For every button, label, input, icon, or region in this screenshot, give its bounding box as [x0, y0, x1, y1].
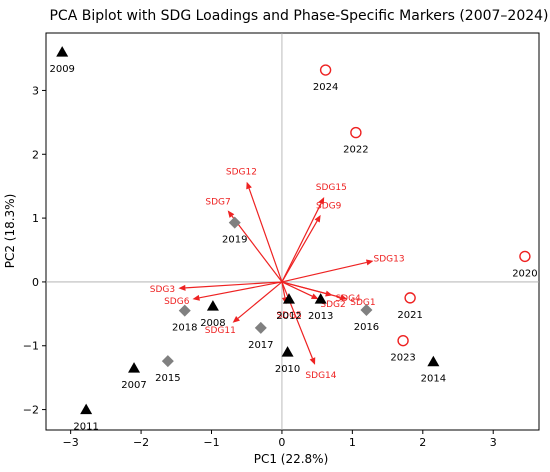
point-label-2020: 2020: [512, 268, 537, 279]
loading-arrow-sdg14: [281, 281, 314, 359]
arrowhead-sdg12: [246, 181, 252, 190]
loading-arrow-sdg11: [237, 281, 283, 319]
x-tick-label: −1: [203, 436, 219, 449]
arrowhead-sdg15: [318, 197, 325, 205]
loading-label-sdg4: SDG4: [335, 294, 361, 304]
loading-label-sdg11: SDG11: [205, 326, 236, 336]
arrowhead-sdg6: [192, 294, 200, 301]
point-2009: [56, 46, 69, 57]
point-label-2012: 2012: [276, 311, 301, 322]
x-axis-title: PC1 (22.8%): [254, 452, 329, 466]
point-2018: [178, 304, 191, 317]
point-2008: [206, 300, 219, 311]
loading-label-sdg14: SDG14: [305, 371, 336, 381]
arrowhead-sdg11: [232, 315, 240, 323]
arrowhead-sdg14: [309, 357, 316, 365]
point-2007: [128, 362, 141, 373]
point-2022: [350, 126, 362, 139]
loading-arrow-sdg4: [281, 281, 327, 295]
arrowhead-sdg2: [310, 293, 319, 300]
point-2017: [254, 321, 267, 334]
x-tick-label: −3: [63, 436, 79, 449]
score-points: 2007 2008 2009 2010 2011 2012 2013 2014 2015 2016…: [49, 46, 538, 433]
point-label-2007: 2007: [121, 380, 146, 391]
arrowhead-sdg13: [365, 259, 374, 266]
loading-arrow-sdg12: [248, 188, 283, 283]
loading-label-sdg3: SDG3: [150, 285, 175, 295]
point-2016: [360, 304, 373, 317]
arrowhead-sdg7: [227, 210, 235, 218]
y-axis-ticks: −2 −1 0 1 2 3: [23, 84, 46, 417]
point-label-2015: 2015: [155, 373, 180, 384]
y-tick-label: −1: [23, 340, 39, 353]
point-label-2024: 2024: [313, 82, 338, 93]
loading-label-sdg5: SDG5: [276, 311, 301, 321]
point-2020: [519, 250, 531, 263]
arrowhead-sdg1: [339, 294, 348, 301]
loading-arrow-sdg9: [281, 220, 318, 283]
loading-label-sdg1: SDG1: [350, 298, 375, 308]
loading-label-sdg7: SDG7: [205, 198, 230, 208]
point-label-2022: 2022: [343, 145, 368, 156]
loading-label-sdg2: SDG2: [320, 300, 345, 310]
point-2024: [319, 64, 332, 76]
loading-arrow-sdg2: [281, 281, 313, 297]
x-tick-label: 3: [490, 436, 497, 449]
point-label-2013: 2013: [308, 311, 333, 322]
chart-title: PCA Biplot with SDG Loadings and Phase-S…: [49, 8, 548, 24]
loading-arrow-sdg15: [281, 203, 322, 283]
point-2011: [80, 403, 93, 415]
y-tick-label: 3: [32, 84, 39, 97]
y-tick-label: 2: [32, 148, 39, 161]
loading-arrows: SDG1 SDG2 SDG3 SDG4 SDG5 SDG6 SDG7 SDG9 SDG11 SDG…: [150, 167, 405, 381]
arrowhead-sdg3: [178, 284, 186, 291]
point-label-2008: 2008: [200, 318, 225, 329]
y-tick-label: 1: [32, 212, 39, 225]
point-2019: [228, 216, 241, 229]
loading-label-sdg9: SDG9: [316, 201, 342, 211]
x-tick-label: −2: [133, 436, 149, 449]
point-2015: [161, 355, 174, 368]
point-2013: [314, 293, 327, 304]
point-label-2009: 2009: [49, 64, 74, 75]
arrowhead-sdg9: [314, 214, 321, 223]
loading-label-sdg6: SDG6: [164, 297, 190, 307]
point-label-2011: 2011: [73, 422, 98, 433]
loading-arrow-sdg3: [185, 281, 282, 289]
loading-label-sdg15: SDG15: [316, 183, 347, 193]
point-label-2016: 2016: [354, 322, 379, 333]
loading-label-sdg12: SDG12: [226, 167, 257, 177]
point-label-2014: 2014: [421, 374, 446, 385]
point-label-2010: 2010: [275, 364, 300, 375]
plot-frame: [45, 32, 540, 431]
point-2014: [427, 355, 440, 367]
loading-arrow-sdg13: [281, 261, 367, 283]
point-label-2019: 2019: [222, 235, 247, 246]
x-tick-label: 1: [349, 436, 356, 449]
loading-arrow-sdg6: [199, 281, 283, 299]
point-label-2017: 2017: [248, 340, 273, 351]
point-label-2021: 2021: [397, 310, 422, 321]
x-tick-label: 0: [278, 436, 285, 449]
arrowhead-sdg4: [325, 290, 333, 297]
point-2023: [397, 334, 409, 347]
y-tick-label: 0: [32, 276, 39, 289]
point-label-2023: 2023: [390, 353, 415, 364]
reference-lines: [46, 33, 539, 430]
x-axis-ticks: −3 −2 −1 0 1 2 3: [63, 430, 497, 449]
loading-label-sdg13: SDG13: [374, 254, 405, 264]
point-2012: [282, 293, 295, 304]
x-tick-label: 2: [419, 436, 426, 449]
point-2010: [281, 346, 294, 357]
y-tick-label: −2: [23, 404, 39, 417]
loading-arrow-sdg7: [231, 215, 283, 283]
point-label-2018: 2018: [172, 323, 197, 334]
point-2021: [404, 292, 416, 304]
y-axis-title: PC2 (18.3%): [3, 194, 17, 269]
